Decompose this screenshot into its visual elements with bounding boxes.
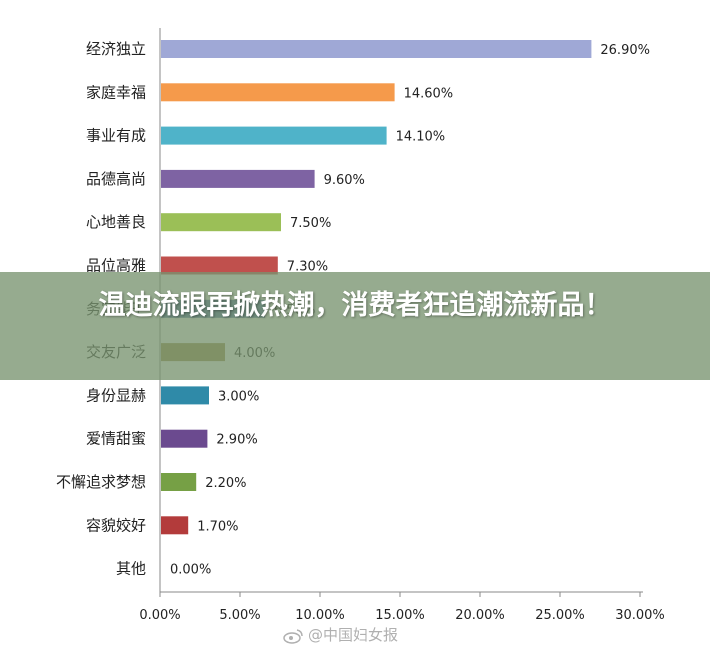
bar bbox=[161, 83, 395, 102]
category-label: 容貌姣好 bbox=[86, 516, 146, 534]
watermark-text: @中国妇女报 bbox=[308, 626, 399, 644]
category-label: 不懈追求梦想 bbox=[56, 473, 146, 491]
bar bbox=[161, 516, 189, 535]
bar bbox=[161, 40, 592, 58]
category-label: 身份显赫 bbox=[86, 386, 146, 404]
bar bbox=[161, 386, 209, 405]
bar bbox=[161, 169, 315, 188]
category-label: 家庭幸福 bbox=[86, 83, 146, 101]
category-label: 其他 bbox=[116, 560, 146, 578]
data-label: 26.90% bbox=[600, 43, 650, 58]
category-label: 事业有成 bbox=[86, 127, 146, 145]
weibo-icon bbox=[283, 628, 303, 644]
data-label: 7.30% bbox=[287, 260, 328, 275]
bar bbox=[161, 256, 278, 275]
data-label: 9.60% bbox=[324, 173, 365, 188]
data-label: 2.90% bbox=[216, 433, 257, 448]
data-label: 2.20% bbox=[205, 476, 246, 491]
x-tick-label: 0.00% bbox=[139, 608, 180, 623]
bar bbox=[161, 126, 387, 145]
x-tick-labels: 0.00% 5.00% 10.00% 15.00% 20.00% 25.00% 30.00% bbox=[139, 592, 665, 623]
x-tick-label: 30.00% bbox=[615, 608, 665, 623]
category-labels: 经济独立家庭幸福事业有成品德高尚心地善良品位高雅务实能干交友广泛身份显赫爱情甜蜜… bbox=[56, 40, 146, 578]
x-tick-label: 15.00% bbox=[375, 608, 425, 623]
x-tick-label: 5.00% bbox=[219, 608, 260, 623]
x-tick-label: 20.00% bbox=[455, 608, 505, 623]
data-label: 7.50% bbox=[290, 216, 331, 231]
watermark: @中国妇女报 bbox=[282, 624, 398, 645]
bar bbox=[161, 213, 281, 232]
category-label: 品位高雅 bbox=[86, 257, 146, 275]
category-label: 品德高尚 bbox=[86, 170, 146, 188]
bar bbox=[161, 429, 208, 448]
headline-banner: 温迪流眼再掀热潮，消费者狂追潮流新品！ bbox=[0, 272, 710, 380]
category-label: 心地善良 bbox=[86, 213, 146, 231]
data-label: 14.10% bbox=[396, 130, 446, 145]
headline-text: 温迪流眼再掀热潮，消费者狂追潮流新品！ bbox=[98, 290, 612, 321]
data-label: 14.60% bbox=[404, 86, 454, 101]
category-label: 经济独立 bbox=[86, 40, 146, 58]
bar bbox=[161, 473, 197, 491]
data-label: 1.70% bbox=[197, 519, 238, 534]
x-tick-label: 10.00% bbox=[295, 608, 345, 623]
x-tick-label: 25.00% bbox=[535, 608, 585, 623]
data-label: 0.00% bbox=[170, 563, 211, 578]
data-label: 3.00% bbox=[218, 389, 259, 404]
category-label: 爱情甜蜜 bbox=[86, 430, 146, 448]
